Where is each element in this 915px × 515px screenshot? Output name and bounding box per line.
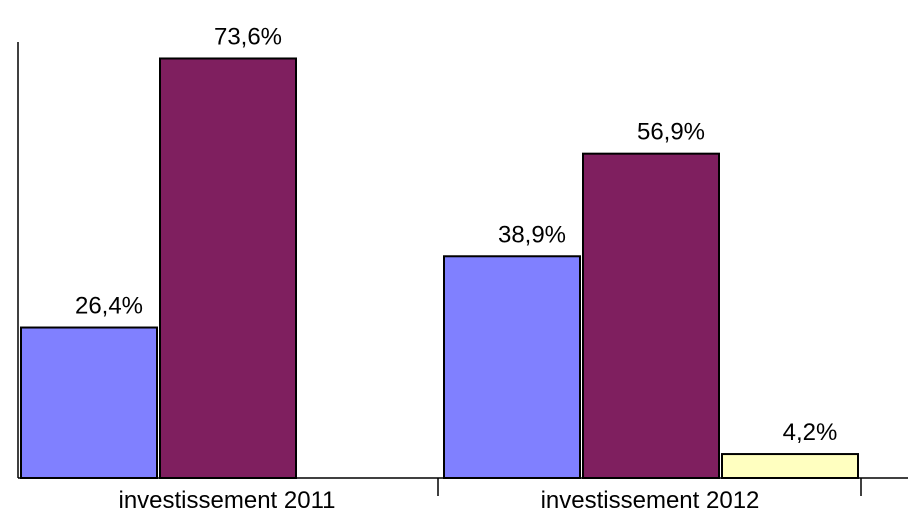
bar-series3-cat2 [721, 453, 859, 479]
bar-series1-cat1 [20, 326, 158, 479]
data-label-series1-cat1: 26,4% [75, 293, 143, 320]
data-label-series2-cat1: 73,6% [214, 23, 282, 50]
bar-series1-cat2 [443, 255, 581, 479]
data-label-series2-cat2: 56,9% [637, 119, 705, 146]
bar-series2-cat1 [159, 57, 297, 479]
category-label-2012: investissement 2012 [541, 487, 760, 514]
bar-series2-cat2 [582, 152, 720, 479]
data-labels-group: 26,4% 73,6% 38,9% 56,9% 4,2% [75, 23, 837, 446]
bars-group [20, 57, 859, 479]
category-label-2011: investissement 2011 [118, 487, 335, 514]
data-label-series1-cat2: 38,9% [498, 221, 566, 248]
data-label-series3-cat2: 4,2% [783, 419, 838, 446]
